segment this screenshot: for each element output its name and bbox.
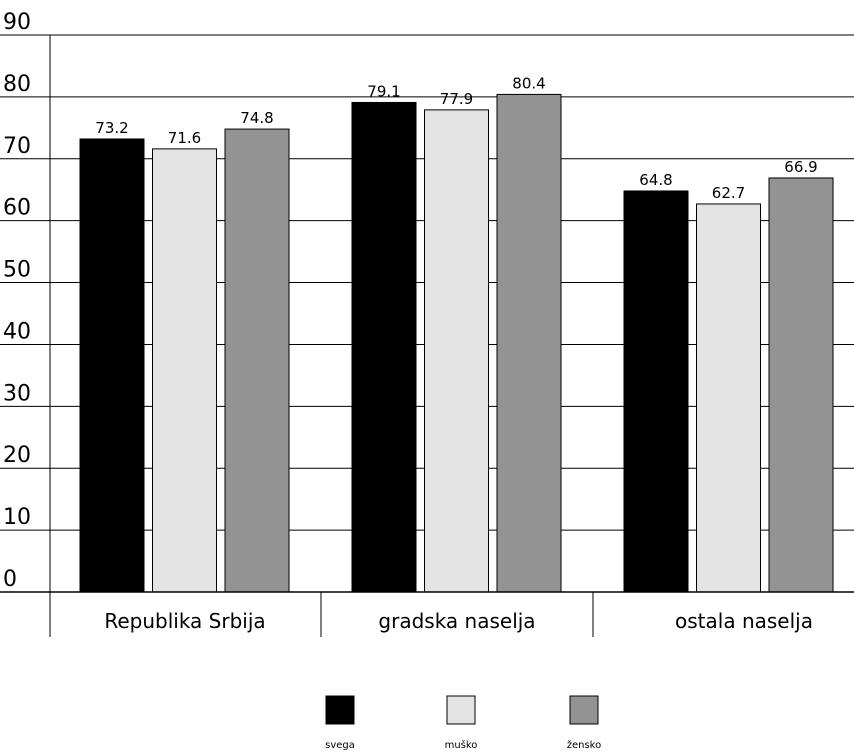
legend-swatch-žensko: [569, 695, 599, 725]
category-labels: Republika Srbija gradska naselja ostala na…: [104, 609, 813, 633]
legend-swatch-muško: [446, 695, 476, 725]
data-label: 73.2: [95, 119, 128, 137]
y-tick-label: 20: [3, 443, 31, 468]
bar-žensko-0: [224, 128, 290, 593]
data-label: 64.8: [639, 171, 672, 189]
y-tick-label: 10: [3, 505, 31, 530]
bar-svega-1: [351, 101, 417, 593]
data-label: 77.9: [440, 90, 473, 108]
data-label: 74.8: [240, 109, 273, 127]
bar-muško-0: [152, 148, 217, 593]
y-tick-label: 30: [3, 381, 31, 406]
data-label: 62.7: [712, 184, 745, 202]
category-label: gradska naselja: [378, 609, 535, 633]
axes: [0, 35, 854, 637]
y-tick-label: 80: [3, 72, 31, 97]
category-label: Republika Srbija: [104, 609, 265, 633]
data-label: 66.9: [784, 158, 817, 176]
y-tick-label: 40: [3, 319, 31, 344]
category-label: ostala naselja: [675, 609, 813, 633]
data-labels: 73.2 71.6 74.8 79.1 77.9 80.4 64.8 62.7 66.9: [95, 74, 817, 202]
bar-svega-0: [79, 138, 145, 593]
y-tick-label: 60: [3, 196, 31, 221]
y-tick-label: 70: [3, 134, 31, 159]
bar-žensko-1: [496, 93, 562, 593]
legend-label: žensko: [567, 739, 602, 751]
bars: [79, 93, 834, 593]
legend: svega muško žensko: [325, 695, 602, 751]
bar-muško-2: [696, 203, 761, 593]
data-label: 79.1: [367, 82, 400, 100]
y-tick-label: 0: [3, 567, 17, 592]
bar-muško-1: [424, 109, 489, 593]
legend-label: muško: [445, 739, 478, 751]
bar-žensko-2: [768, 177, 834, 593]
y-tick-label: 50: [3, 258, 31, 283]
data-label: 71.6: [168, 129, 201, 147]
y-axis-ticks: 0 10 20 30 40 50 60 70 80 90: [3, 10, 31, 592]
legend-swatch-svega: [325, 695, 355, 725]
legend-label: svega: [325, 740, 355, 751]
bar-svega-2: [623, 190, 689, 593]
data-label: 80.4: [512, 74, 545, 92]
y-tick-label: 90: [3, 10, 31, 35]
